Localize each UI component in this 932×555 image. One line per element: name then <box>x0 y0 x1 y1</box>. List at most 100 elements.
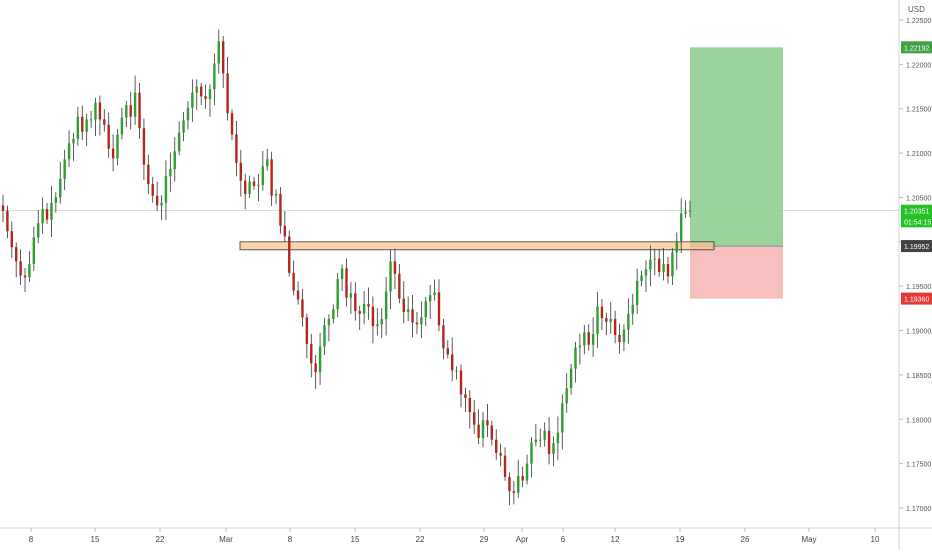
candle-up <box>266 159 269 167</box>
candle-up <box>177 132 181 152</box>
candle-up <box>72 138 75 144</box>
candle-down <box>305 317 309 344</box>
candle-up <box>362 303 366 314</box>
candle-down <box>512 491 516 493</box>
candle-up <box>376 324 379 327</box>
candle-up <box>182 120 185 133</box>
candle-up <box>349 293 353 298</box>
candle-down <box>547 430 551 454</box>
x-tick-label: 29 <box>480 535 489 544</box>
candle-up <box>41 208 44 224</box>
candle-up <box>420 317 423 325</box>
candle-down <box>486 420 489 426</box>
candle-up <box>327 319 331 326</box>
candle-up <box>662 264 665 272</box>
candle-up <box>28 264 31 278</box>
candle-down <box>142 128 146 165</box>
price-tag-label: 1.19360 <box>904 297 929 304</box>
candle-up <box>32 237 36 264</box>
candle-up <box>556 432 560 444</box>
candle-down <box>6 210 9 232</box>
candle-down <box>23 275 27 278</box>
candle-up <box>688 210 692 212</box>
candle-down <box>310 343 313 364</box>
candle-up <box>191 92 194 108</box>
y-tick-label: 1.21000 <box>906 151 931 158</box>
candle-down <box>508 476 511 492</box>
candle-down <box>138 92 141 129</box>
candle-up <box>173 151 176 170</box>
price-tag-label: 1.22192 <box>904 45 929 52</box>
candle-up <box>389 261 392 292</box>
current-price-box <box>901 204 932 228</box>
candle-down <box>587 332 590 345</box>
candle-up <box>120 117 124 135</box>
price-tag-label: 01:54:15 <box>904 219 931 226</box>
candle-down <box>10 231 14 248</box>
candle-down <box>411 309 414 323</box>
candle-down <box>98 102 102 120</box>
candle-up <box>539 439 542 441</box>
candle-up <box>534 439 538 443</box>
candle-up <box>169 169 172 177</box>
x-tick-label: May <box>801 535 816 544</box>
x-tick-label: 12 <box>611 535 620 544</box>
candle-up <box>583 332 586 346</box>
candle-up <box>543 430 546 440</box>
candle-down <box>1 205 5 211</box>
candle-up <box>76 116 80 139</box>
candle-down <box>521 476 524 481</box>
x-tick-label: Apr <box>516 535 529 544</box>
candle-down <box>155 195 159 206</box>
support-zone <box>239 241 715 251</box>
candle-down <box>367 303 370 307</box>
x-tick-label: 19 <box>676 535 685 544</box>
y-tick-label: 1.19000 <box>906 329 931 336</box>
price-tag <box>901 240 932 253</box>
candle-up <box>186 107 190 121</box>
candle-down <box>147 164 150 185</box>
candle-up <box>517 476 520 493</box>
candle-down <box>288 236 291 273</box>
candle-down <box>371 306 375 327</box>
y-tick-label: 1.21500 <box>906 107 931 114</box>
candle-up <box>428 295 432 302</box>
candle-up <box>406 309 410 312</box>
candle-down <box>393 261 397 274</box>
candle-up <box>675 240 678 253</box>
candle-up <box>160 202 163 206</box>
candle-up <box>635 280 639 305</box>
candle-down <box>605 318 608 322</box>
candle-up <box>424 301 427 318</box>
candle-up <box>318 346 322 373</box>
candle-up <box>679 213 683 241</box>
candle-down <box>226 73 229 114</box>
candle-down <box>103 119 106 125</box>
candle-up <box>380 319 383 325</box>
candle-up <box>684 211 687 214</box>
candle-down <box>239 162 243 181</box>
candle-down <box>19 261 22 276</box>
candle-down <box>244 180 247 194</box>
candle-down <box>459 370 463 395</box>
candle-down <box>503 455 507 477</box>
candle-down <box>442 325 445 349</box>
candle-up <box>89 119 93 121</box>
candle-down <box>495 439 498 453</box>
x-tick-label: 6 <box>561 535 566 544</box>
candle-down <box>490 425 494 440</box>
x-tick-label: 15 <box>351 535 360 544</box>
price-tag-label: 1.20351 <box>904 209 929 216</box>
candle-down <box>657 258 661 272</box>
candle-up <box>261 166 265 186</box>
candle-down <box>600 306 604 319</box>
candle-down <box>415 322 419 325</box>
candle-up <box>94 102 97 120</box>
candle-up <box>530 442 533 464</box>
candle-up <box>569 368 573 389</box>
candle-up <box>552 443 555 454</box>
candle-up <box>640 275 643 281</box>
profit-zone <box>690 47 783 247</box>
candle-up <box>433 292 436 296</box>
